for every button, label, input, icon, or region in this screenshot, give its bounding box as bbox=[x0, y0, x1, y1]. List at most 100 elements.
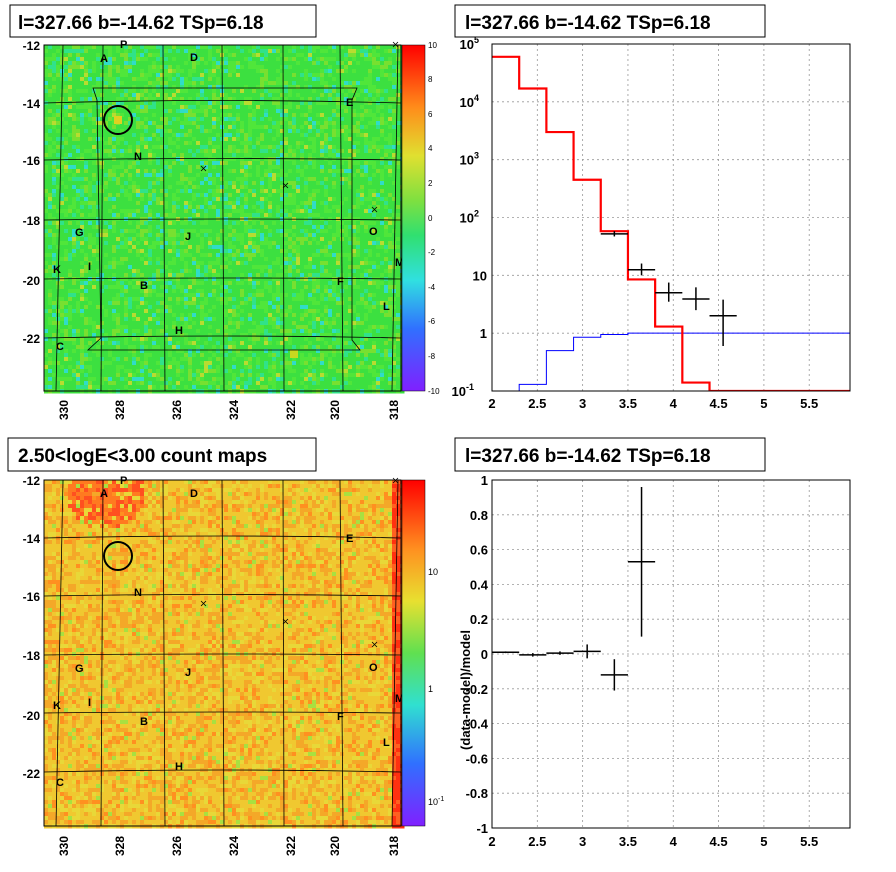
map-pixel bbox=[92, 129, 97, 134]
map-pixel bbox=[136, 245, 141, 250]
map-pixel bbox=[156, 229, 161, 234]
map-pixel bbox=[76, 225, 81, 230]
map-pixel bbox=[212, 265, 217, 270]
map-pixel bbox=[240, 45, 245, 50]
map-pixel bbox=[340, 177, 345, 182]
map-pixel bbox=[268, 221, 273, 226]
map-pixel bbox=[64, 221, 69, 226]
map-pixel bbox=[124, 101, 129, 106]
map-pixel bbox=[220, 221, 225, 226]
map-pixel bbox=[256, 65, 261, 70]
map-pixel bbox=[376, 257, 381, 262]
map-pixel bbox=[64, 237, 69, 242]
map-pixel bbox=[316, 229, 321, 234]
map-pixel bbox=[92, 101, 97, 106]
map-pixel bbox=[336, 237, 341, 242]
map-pixel bbox=[160, 69, 165, 74]
map-pixel bbox=[48, 145, 53, 150]
map-pixel bbox=[380, 221, 385, 226]
map-pixel bbox=[108, 177, 113, 182]
map-pixel bbox=[324, 225, 329, 230]
map-pixel bbox=[212, 161, 217, 166]
map-pixel bbox=[264, 225, 269, 230]
map-pixel bbox=[96, 105, 101, 110]
map-pixel bbox=[64, 201, 69, 206]
map-pixel bbox=[116, 213, 121, 218]
map-pixel bbox=[160, 261, 165, 266]
map-pixel bbox=[316, 73, 321, 78]
map-pixel bbox=[44, 265, 49, 270]
map-pixel bbox=[48, 241, 53, 246]
map-pixel bbox=[336, 65, 341, 70]
map-pixel bbox=[372, 257, 377, 262]
map-pixel bbox=[120, 169, 125, 174]
map-pixel bbox=[112, 197, 117, 202]
map-pixel bbox=[292, 173, 297, 178]
map-pixel bbox=[92, 181, 97, 186]
map-pixel bbox=[148, 49, 153, 54]
map-pixel bbox=[196, 169, 201, 174]
map-pixel bbox=[132, 245, 137, 250]
map-pixel bbox=[272, 189, 277, 194]
map-pixel bbox=[376, 225, 381, 230]
map-pixel bbox=[168, 201, 173, 206]
map-pixel bbox=[60, 121, 65, 126]
map-pixel bbox=[156, 261, 161, 266]
map-pixel bbox=[396, 241, 401, 246]
map-pixel bbox=[108, 113, 113, 118]
map-pixel bbox=[196, 125, 201, 130]
map-pixel bbox=[340, 225, 345, 230]
map-pixel bbox=[216, 49, 221, 54]
map-pixel bbox=[160, 209, 165, 214]
map-pixel bbox=[196, 101, 201, 106]
map-pixel bbox=[216, 253, 221, 258]
map-pixel bbox=[240, 209, 245, 214]
map-pixel bbox=[152, 201, 157, 206]
map-pixel bbox=[304, 185, 309, 190]
map-pixel bbox=[268, 105, 273, 110]
map-pixel bbox=[280, 225, 285, 230]
map-pixel bbox=[396, 57, 401, 62]
map-pixel bbox=[184, 253, 189, 258]
map-pixel bbox=[376, 61, 381, 66]
map-pixel bbox=[184, 201, 189, 206]
map-pixel bbox=[144, 177, 149, 182]
map-pixel bbox=[104, 185, 109, 190]
map-pixel bbox=[88, 245, 93, 250]
map-pixel bbox=[216, 141, 221, 146]
map-pixel bbox=[124, 245, 129, 250]
map-pixel bbox=[148, 109, 153, 114]
map-pixel bbox=[52, 189, 57, 194]
map-pixel bbox=[52, 261, 57, 266]
map-pixel bbox=[56, 57, 61, 62]
map-pixel bbox=[312, 141, 317, 146]
map-pixel bbox=[104, 153, 109, 158]
map-pixel bbox=[192, 145, 197, 150]
map-pixel bbox=[216, 149, 221, 154]
map-pixel bbox=[352, 173, 357, 178]
map-pixel bbox=[384, 121, 389, 126]
map-pixel bbox=[244, 105, 249, 110]
map-pixel bbox=[76, 237, 81, 242]
map-pixel bbox=[136, 221, 141, 226]
map-pixel bbox=[48, 253, 53, 258]
map-pixel bbox=[304, 49, 309, 54]
map-pixel bbox=[124, 165, 129, 170]
map-pixel bbox=[60, 245, 65, 250]
map-pixel bbox=[392, 105, 397, 110]
map-pixel bbox=[88, 77, 93, 82]
map-pixel bbox=[84, 237, 89, 242]
map-pixel bbox=[296, 253, 301, 258]
map-pixel bbox=[328, 153, 333, 158]
map-pixel bbox=[252, 173, 257, 178]
map-pixel bbox=[224, 49, 229, 54]
map-pixel bbox=[56, 93, 61, 98]
map-pixel bbox=[204, 213, 209, 218]
map-pixel bbox=[128, 145, 133, 150]
map-pixel bbox=[392, 93, 397, 98]
map-pixel bbox=[212, 85, 217, 90]
map-pixel bbox=[96, 69, 101, 74]
map-pixel bbox=[232, 69, 237, 74]
map-pixel bbox=[380, 121, 385, 126]
map-pixel bbox=[212, 49, 217, 54]
